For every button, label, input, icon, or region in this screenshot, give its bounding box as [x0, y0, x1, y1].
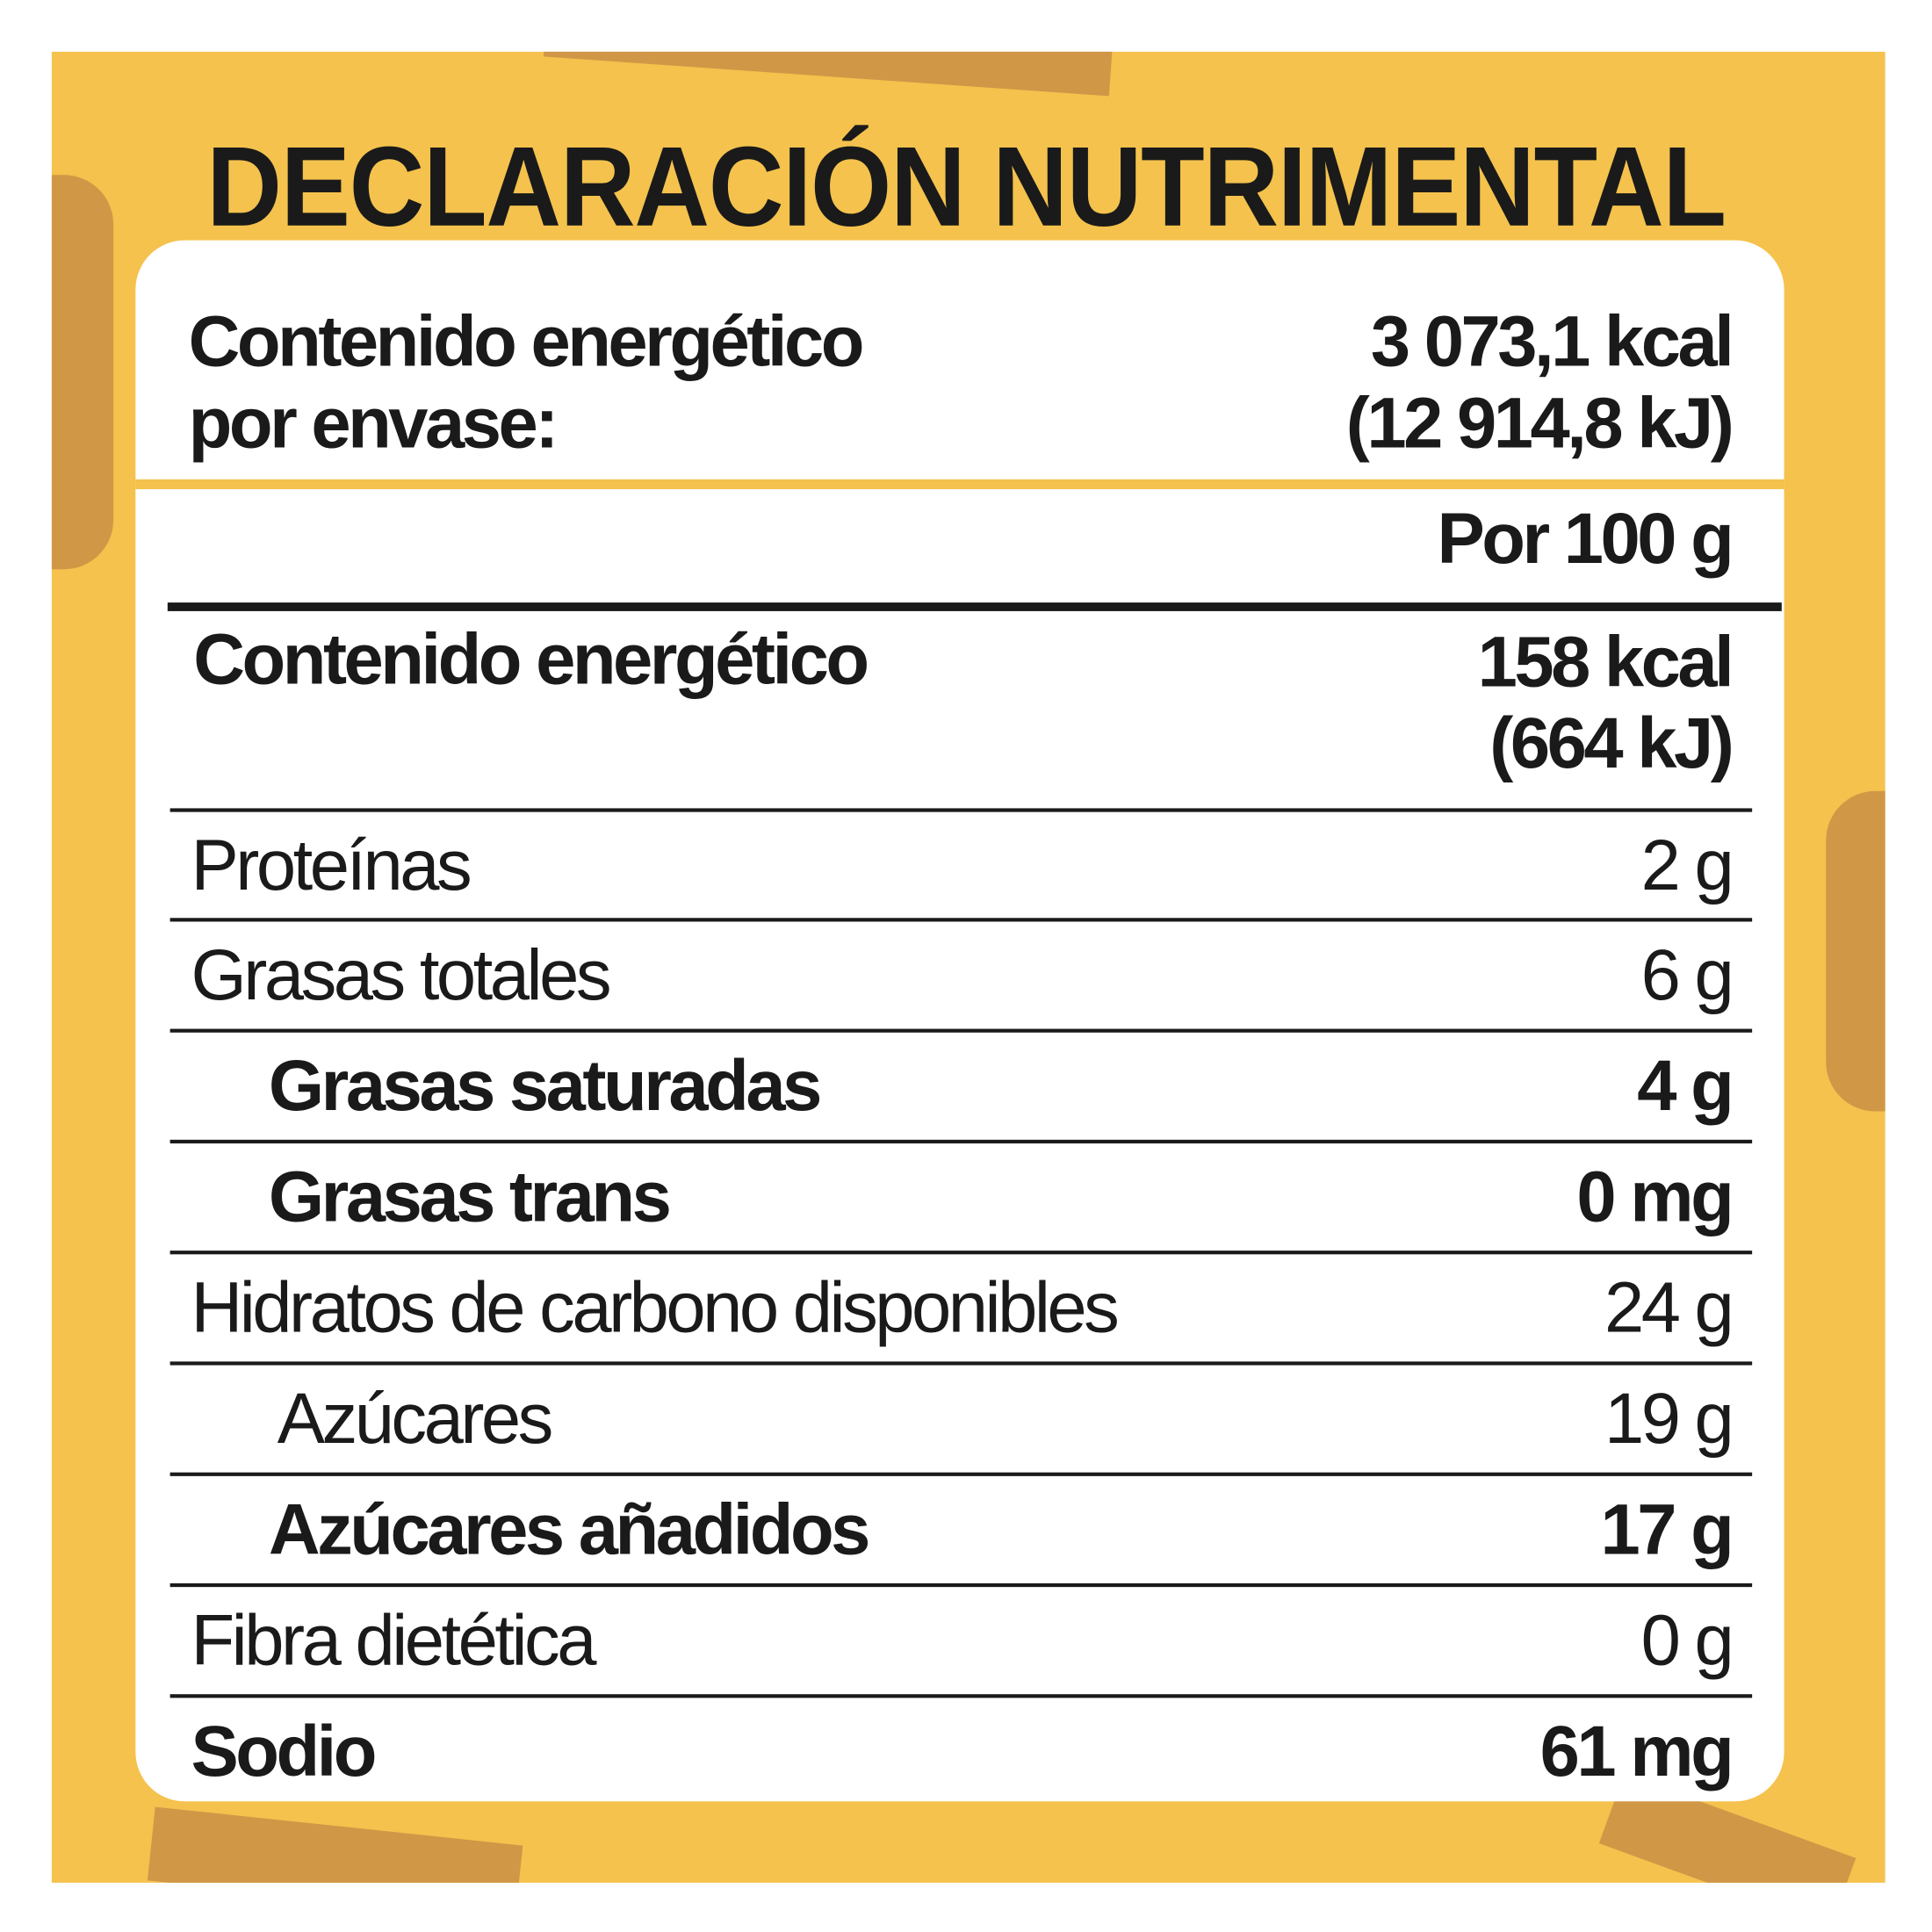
rule [169, 1251, 1753, 1255]
rule [169, 1472, 1753, 1476]
row-value: 17 g [1600, 1489, 1734, 1569]
energy-value: (664 kJ) [1489, 703, 1734, 784]
rule [169, 808, 1753, 812]
package-energy-value: 3 073,1 kcal [1370, 301, 1734, 382]
panel [135, 240, 1784, 1802]
row-label: Grasas totales [191, 934, 611, 1015]
row-label: Grasas saturadas [268, 1045, 822, 1126]
row-label: Azúcares [277, 1378, 554, 1459]
row: Grasas totales 6 g [191, 919, 1734, 1030]
row: Grasas saturadas 4 g [191, 1030, 1734, 1141]
row-label: Grasas trans [268, 1156, 672, 1236]
separator [135, 479, 1784, 490]
row-label: Proteínas [191, 825, 472, 905]
row: Proteínas 2 g [191, 810, 1734, 920]
decoration [51, 175, 114, 570]
row-value: 4 g [1637, 1045, 1734, 1126]
rule [167, 602, 1782, 611]
package-energy-label: Contenido energético [188, 301, 865, 382]
energy-label: Contenido energético [193, 619, 869, 700]
row: Fibra dietética 0 g [191, 1584, 1734, 1695]
row-label: Fibra dietética [191, 1599, 596, 1681]
rule [169, 1694, 1753, 1698]
decoration [543, 51, 1113, 97]
column-header: Por 100 g [1437, 499, 1734, 580]
row-value: 61 mg [1539, 1711, 1734, 1791]
energy-value: 158 kcal [1477, 622, 1734, 703]
decoration [1826, 790, 1885, 1112]
row-label: Sodio [191, 1711, 377, 1791]
package-energy-value: (12 914,8 kJ) [1345, 383, 1734, 464]
rule [169, 1361, 1753, 1366]
rule [169, 1582, 1753, 1588]
rule [169, 1028, 1753, 1033]
row-value: 19 g [1604, 1378, 1734, 1459]
row-value: 0 mg [1576, 1156, 1734, 1236]
rule [169, 1139, 1753, 1144]
row-value: 6 g [1640, 934, 1734, 1015]
row: Hidratos de carbono disponibles 24 g [191, 1252, 1734, 1363]
row-value: 2 g [1640, 825, 1734, 905]
row-label: Hidratos de carbono disponibles [191, 1267, 1119, 1348]
package-energy-label: por envase: [188, 383, 559, 464]
row-value: 24 g [1604, 1267, 1734, 1348]
decoration [147, 1806, 523, 1883]
rule [169, 918, 1753, 922]
row: Azúcares añadidos 17 g [191, 1474, 1734, 1584]
row: Azúcares 19 g [191, 1363, 1734, 1474]
title: DECLARACIÓN NUTRIMENTAL [206, 124, 1727, 250]
row: Sodio 61 mg [191, 1696, 1734, 1806]
row-label: Azúcares añadidos [268, 1489, 871, 1569]
row: Grasas trans 0 mg [191, 1141, 1734, 1251]
row-value: 0 g [1640, 1599, 1734, 1681]
